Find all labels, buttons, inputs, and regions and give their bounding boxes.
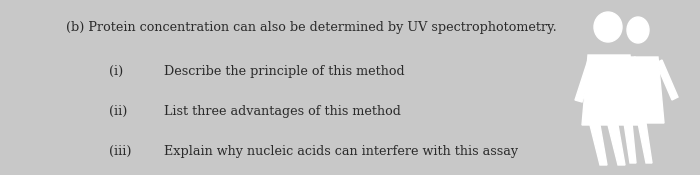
- Text: (ii): (ii): [108, 105, 127, 118]
- Polygon shape: [590, 125, 607, 165]
- Ellipse shape: [594, 12, 622, 42]
- Text: (b) Protein concentration can also be determined by UV spectrophotometry.: (b) Protein concentration can also be de…: [66, 21, 557, 34]
- Polygon shape: [582, 55, 638, 125]
- Text: (iii): (iii): [108, 145, 131, 158]
- Polygon shape: [656, 60, 678, 100]
- Ellipse shape: [627, 17, 649, 43]
- Text: (i): (i): [108, 65, 122, 78]
- Polygon shape: [624, 123, 636, 163]
- Polygon shape: [608, 125, 625, 165]
- Text: Describe the principle of this method: Describe the principle of this method: [164, 65, 405, 78]
- Polygon shape: [638, 123, 652, 163]
- Text: List three advantages of this method: List three advantages of this method: [164, 105, 401, 118]
- Polygon shape: [575, 60, 595, 102]
- Text: Explain why nucleic acids can interfere with this assay: Explain why nucleic acids can interfere …: [164, 145, 519, 158]
- Polygon shape: [628, 57, 655, 95]
- Polygon shape: [618, 57, 664, 123]
